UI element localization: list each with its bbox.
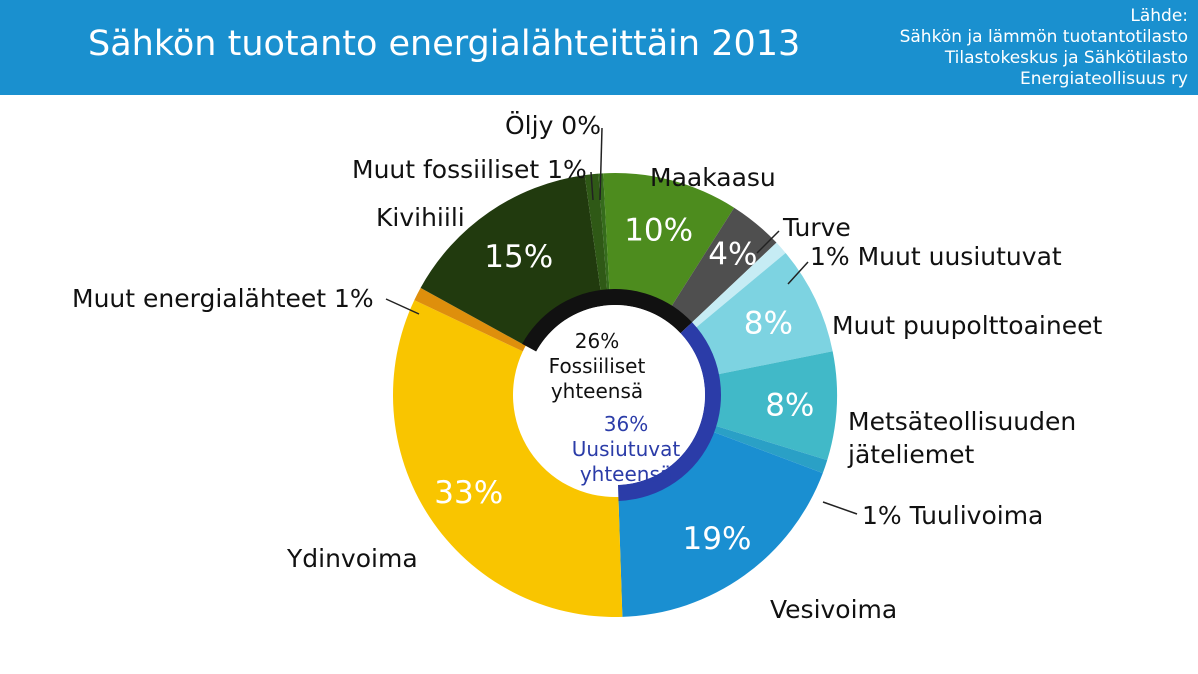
- category-label: Muut puupolttoaineet: [832, 311, 1102, 340]
- fossil-total-label: Fossiiliset: [549, 354, 646, 378]
- leader-lines-layer: [385, 127, 858, 515]
- category-label: 1% Muut uusiutuvat: [810, 242, 1062, 271]
- slice-value-label: 4%: [708, 236, 757, 272]
- renewable-total-value: 36%: [604, 412, 648, 436]
- center-hole-layer: [525, 305, 705, 485]
- source-line: Sähkön ja lämmön tuotantotilasto: [899, 27, 1188, 47]
- fossil-total-label: yhteensä: [551, 379, 643, 403]
- slice-muut-fossiiliset: [584, 173, 608, 294]
- renewable-total-label: yhteensä: [580, 462, 672, 486]
- source-note: Lähde: Sähkön ja lämmön tuotantotilasto …: [900, 6, 1188, 90]
- category-label: Öljy 0%: [505, 111, 601, 140]
- ring-fossiiliset-yhteensa: [522, 289, 693, 352]
- leader-line: [787, 261, 809, 285]
- slice-metsateollisuuden-jateliemet: [712, 351, 837, 461]
- category-label: Muut energialähteet 1%: [72, 284, 374, 313]
- slice-value-label: 10%: [624, 213, 693, 249]
- leader-line: [756, 230, 780, 254]
- slice-tuulivoima: [710, 424, 828, 474]
- slice-value-label: 33%: [434, 475, 503, 511]
- category-label: 1% Tuulivoima: [862, 501, 1043, 530]
- slice-maakaasu: [603, 173, 735, 309]
- leader-line: [590, 171, 594, 201]
- category-label: Metsäteollisuuden: [848, 407, 1076, 436]
- slice-vesivoima: [618, 430, 823, 617]
- slice-value-label: 8%: [765, 388, 814, 424]
- source-line: Lähde:: [1130, 6, 1188, 26]
- slice-muut-puupolttoaineet: [693, 252, 833, 375]
- slice-turve: [669, 207, 777, 326]
- source-line: Tilastokeskus ja Sähkötilasto: [944, 48, 1188, 68]
- slice-oljy: [598, 173, 610, 294]
- category-label: jäteliemet: [847, 440, 974, 469]
- category-label: Maakaasu: [650, 163, 776, 192]
- center-text-layer: 26%Fossiilisetyhteensä36%Uusiutuvatyhtee…: [549, 329, 681, 486]
- slice-kivihiili: [420, 175, 602, 346]
- ring-uusiutuvat-yhteensa: [617, 322, 721, 501]
- fossil-total-value: 26%: [575, 329, 619, 353]
- slice-muut-energialahteet: [414, 287, 526, 352]
- leader-line: [822, 501, 858, 515]
- slice-ydinvoima: [393, 300, 623, 617]
- labels-layer: 10%4%8%8%19%33%15%Öljy 0%MaakaasuTurve1%…: [72, 111, 1102, 624]
- leader-line: [599, 127, 603, 201]
- source-line: Energiateollisuus ry: [1019, 69, 1188, 89]
- category-label: Muut fossiiliset 1%: [352, 155, 587, 184]
- page-title: Sähkön tuotanto energialähteittäin 2013: [88, 24, 801, 64]
- slice-value-label: 15%: [484, 239, 553, 275]
- slice-value-label: 19%: [683, 521, 752, 557]
- slice-muut-uusiutuvat: [689, 242, 786, 330]
- group-rings-layer: [522, 289, 721, 501]
- category-label: Kivihiili: [376, 203, 465, 232]
- header-banner: Sähkön tuotanto energialähteittäin 2013 …: [0, 0, 1198, 95]
- slice-value-label: 8%: [744, 306, 793, 342]
- center-hole: [525, 305, 705, 485]
- category-label: Turve: [782, 213, 851, 242]
- category-label: Ydinvoima: [286, 544, 418, 573]
- slices-layer: [393, 173, 837, 617]
- leader-line: [385, 298, 420, 315]
- category-label: Vesivoima: [770, 595, 897, 624]
- renewable-total-label: Uusiutuvat: [572, 437, 681, 461]
